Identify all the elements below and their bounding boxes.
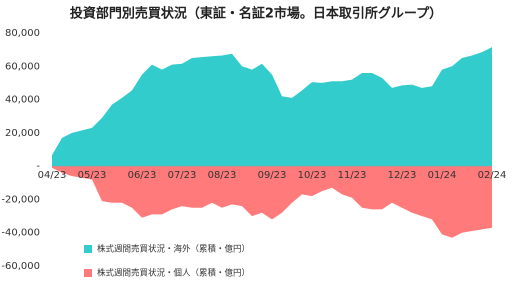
- y-tick-label: -20,000: [1, 194, 40, 205]
- y-tick-label: -: [36, 161, 40, 172]
- x-tick-label: 09/23: [258, 170, 287, 181]
- area: [52, 47, 492, 167]
- legend-label: 株式週間売買状況・海外（累積・億円）: [97, 244, 250, 255]
- y-tick-label: 20,000: [5, 128, 40, 139]
- x-tick-label: 07/23: [168, 170, 197, 181]
- y-tick-label: 40,000: [5, 95, 40, 106]
- y-tick-label: 60,000: [5, 61, 40, 72]
- legend-swatch: [84, 269, 92, 277]
- y-tick-label: -60,000: [1, 261, 40, 272]
- legend-label: 株式週間売買状況・個人（累積・億円）: [97, 268, 250, 279]
- x-tick-label: 01/24: [428, 170, 457, 181]
- x-tick-label: 12/23: [388, 170, 417, 181]
- area: [52, 166, 492, 238]
- x-tick-label: 11/23: [338, 170, 367, 181]
- x-tick-label: 02/24: [478, 170, 507, 181]
- x-tick-label: 04/23: [38, 170, 67, 181]
- x-tick-label: 10/23: [298, 170, 327, 181]
- x-tick-label: 06/23: [128, 170, 157, 181]
- chart-title: 投資部門別売買状況（東証・名証2市場。日本取引所グループ）: [70, 6, 442, 22]
- x-tick-label: 08/23: [208, 170, 237, 181]
- y-tick-label: 80,000: [5, 28, 40, 39]
- x-tick-label: 05/23: [78, 170, 107, 181]
- y-tick-label: -40,000: [1, 228, 40, 239]
- legend-swatch: [84, 245, 92, 253]
